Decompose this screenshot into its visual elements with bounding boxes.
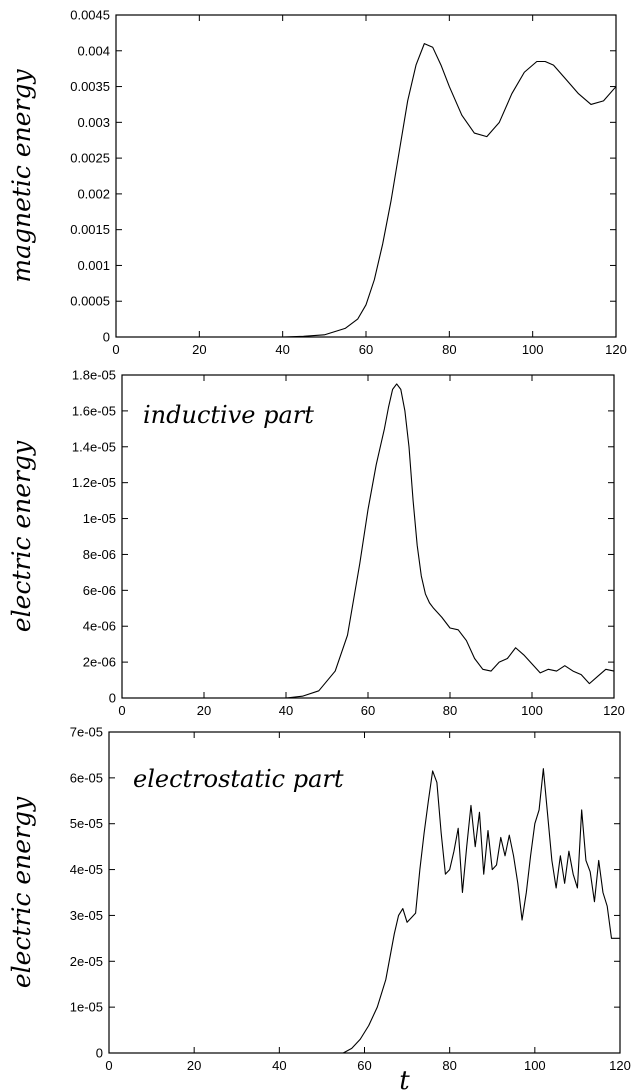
y-tick-label: 0 — [96, 1046, 103, 1061]
y-tick-label: 0.002 — [77, 186, 110, 201]
y-tick-label: 2e-05 — [70, 954, 103, 969]
x-tick-label: 60 — [361, 703, 375, 718]
x-axis-label: t — [399, 1066, 410, 1092]
x-tick-label: 20 — [192, 342, 206, 357]
y-tick-label: 2e-06 — [83, 655, 116, 670]
y-tick-label: 0.0035 — [70, 79, 110, 94]
x-tick-label: 120 — [603, 703, 625, 718]
y-tick-label: 0.0045 — [70, 8, 110, 23]
plot-annotation: electrostatic part — [133, 765, 344, 793]
y-tick-label: 8e-06 — [83, 547, 116, 562]
x-tick-label: 40 — [275, 342, 289, 357]
y-axis-label: electric energy — [7, 440, 36, 632]
y-tick-label: 4e-06 — [83, 619, 116, 634]
x-tick-label: 20 — [197, 703, 211, 718]
chart-panel-3: 0 1e-05 2e-05 3e-05 4e-05 5e-05 6e-05 7e-05 0 20 4… — [7, 725, 631, 1092]
chart-panel-2: 0 2e-06 4e-06 6e-06 8e-06 1e-05 1.2e-05 1.4e-05… — [7, 368, 625, 719]
x-tick-label: 80 — [442, 342, 456, 357]
x-tick-label: 100 — [522, 342, 544, 357]
x-tick-label: 0 — [118, 703, 125, 718]
x-tick-label: 40 — [272, 1058, 286, 1073]
x-tick-label: 100 — [524, 1058, 546, 1073]
series-line — [122, 383, 615, 699]
plot-frame — [115, 14, 617, 338]
y-tick-label: 4e-05 — [70, 862, 103, 877]
y-tick-label: 0 — [103, 330, 110, 345]
y-tick-label: 5e-05 — [70, 816, 103, 831]
y-tick-label: 1e-05 — [70, 1000, 103, 1015]
x-tick-label: 80 — [442, 1058, 456, 1073]
x-tick-label: 0 — [112, 342, 119, 357]
y-tick-label: 6e-05 — [70, 770, 103, 785]
chart-panel-1: 0 0.0005 0.001 0.0015 0.002 0.0025 0.003 0.0035… — [7, 8, 627, 358]
y-tick-label: 1.4e-05 — [72, 439, 116, 454]
y-tick-label: 3e-05 — [70, 908, 103, 923]
y-tick-label: 0.0025 — [70, 151, 110, 166]
series-line — [109, 768, 620, 1054]
x-tick-label: 120 — [605, 342, 627, 357]
x-tick-label: 40 — [279, 703, 293, 718]
x-tick-label: 0 — [105, 1058, 112, 1073]
series-line — [116, 43, 617, 338]
y-tick-label: 0.0015 — [70, 222, 110, 237]
y-tick-label: 1.2e-05 — [72, 475, 116, 490]
plot-annotation: inductive part — [143, 401, 314, 429]
y-tick-label: 0.001 — [77, 258, 110, 273]
y-tick-label: 0.0005 — [70, 294, 110, 309]
x-tick-label: 80 — [443, 703, 457, 718]
y-tick-label: 1e-05 — [83, 511, 116, 526]
y-tick-label: 7e-05 — [70, 725, 103, 740]
y-tick-label: 6e-06 — [83, 583, 116, 598]
y-tick-label: 0.003 — [77, 115, 110, 130]
y-tick-label: 1.6e-05 — [72, 403, 116, 418]
y-axis-label: electric energy — [7, 796, 36, 988]
x-tick-label: 60 — [357, 1058, 371, 1073]
y-tick-label: 0 — [109, 691, 116, 706]
y-tick-label: 1.8e-05 — [72, 368, 116, 383]
x-tick-label: 120 — [609, 1058, 631, 1073]
x-tick-label: 20 — [187, 1058, 201, 1073]
y-tick-label: 0.004 — [77, 43, 110, 58]
y-axis-label: magnetic energy — [7, 68, 36, 282]
x-tick-label: 100 — [521, 703, 543, 718]
x-tick-label: 60 — [359, 342, 373, 357]
